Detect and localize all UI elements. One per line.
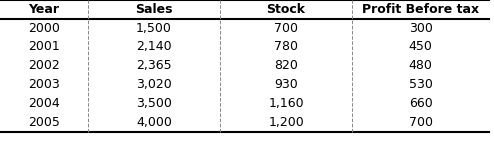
Text: 2002: 2002	[28, 59, 60, 72]
Text: Year: Year	[29, 3, 59, 16]
Text: 1,500: 1,500	[136, 22, 172, 35]
Text: 2000: 2000	[28, 22, 60, 35]
Text: 3,500: 3,500	[136, 97, 172, 110]
Text: 300: 300	[409, 22, 433, 35]
Text: 700: 700	[409, 116, 433, 129]
Text: 3,020: 3,020	[136, 78, 172, 91]
Text: 930: 930	[274, 78, 298, 91]
Text: 480: 480	[409, 59, 433, 72]
Text: 450: 450	[409, 40, 433, 53]
Text: 660: 660	[409, 97, 432, 110]
Text: 700: 700	[274, 22, 298, 35]
Text: 4,000: 4,000	[136, 116, 172, 129]
Text: 1,200: 1,200	[268, 116, 304, 129]
Text: Profit Before tax: Profit Before tax	[362, 3, 479, 16]
Text: 2005: 2005	[28, 116, 60, 129]
Text: 1,160: 1,160	[268, 97, 304, 110]
Text: 2003: 2003	[28, 78, 60, 91]
Text: 2,365: 2,365	[136, 59, 172, 72]
Text: 2,140: 2,140	[136, 40, 172, 53]
Text: Stock: Stock	[267, 3, 306, 16]
Text: Sales: Sales	[135, 3, 173, 16]
Text: 780: 780	[274, 40, 298, 53]
Text: 2004: 2004	[28, 97, 60, 110]
Text: 530: 530	[409, 78, 433, 91]
Text: 820: 820	[274, 59, 298, 72]
Text: 2001: 2001	[28, 40, 60, 53]
